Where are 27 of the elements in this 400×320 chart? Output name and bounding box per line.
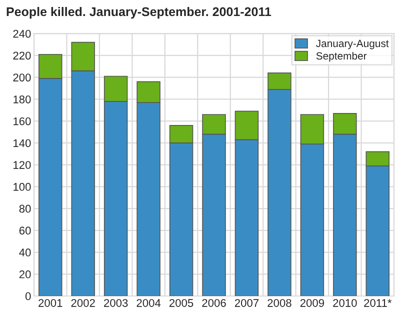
- chart-title: People killed. January-September. 2001-2011: [6, 6, 272, 19]
- y-tick-label: 200: [13, 74, 31, 82]
- y-tick-label: 20: [19, 270, 31, 278]
- legend-label: September: [316, 52, 367, 62]
- y-tick-label: 140: [14, 139, 31, 148]
- y-tick-label: 0: [25, 292, 31, 300]
- y-tick-label: 180: [14, 95, 31, 104]
- x-tick-label: 2003: [104, 299, 128, 307]
- y-tick-label: 160: [14, 117, 31, 126]
- x-tick-label: 2006: [202, 299, 226, 307]
- y-tick-label: 240: [13, 30, 31, 38]
- x-tick-label: 2002: [71, 299, 95, 307]
- y-tick-label: 120: [14, 161, 31, 169]
- y-tick-label: 220: [13, 52, 31, 60]
- x-tick-label: 2010: [333, 299, 357, 307]
- x-tick-label: 2008: [268, 299, 292, 307]
- x-tick-label: 2005: [169, 299, 194, 307]
- x-tick-label: 2004: [136, 299, 161, 307]
- y-tick-label: 40: [19, 248, 31, 256]
- y-tick-label: 60: [19, 226, 31, 235]
- y-tick-label: 100: [14, 182, 31, 191]
- x-tick-label: 2001: [38, 299, 62, 307]
- y-tick-label: 80: [19, 204, 31, 213]
- x-tick-label: 2011*: [364, 299, 392, 307]
- legend-label: January-August: [316, 40, 389, 50]
- x-tick-label: 2007: [234, 299, 259, 307]
- x-tick-label: 2009: [300, 299, 324, 307]
